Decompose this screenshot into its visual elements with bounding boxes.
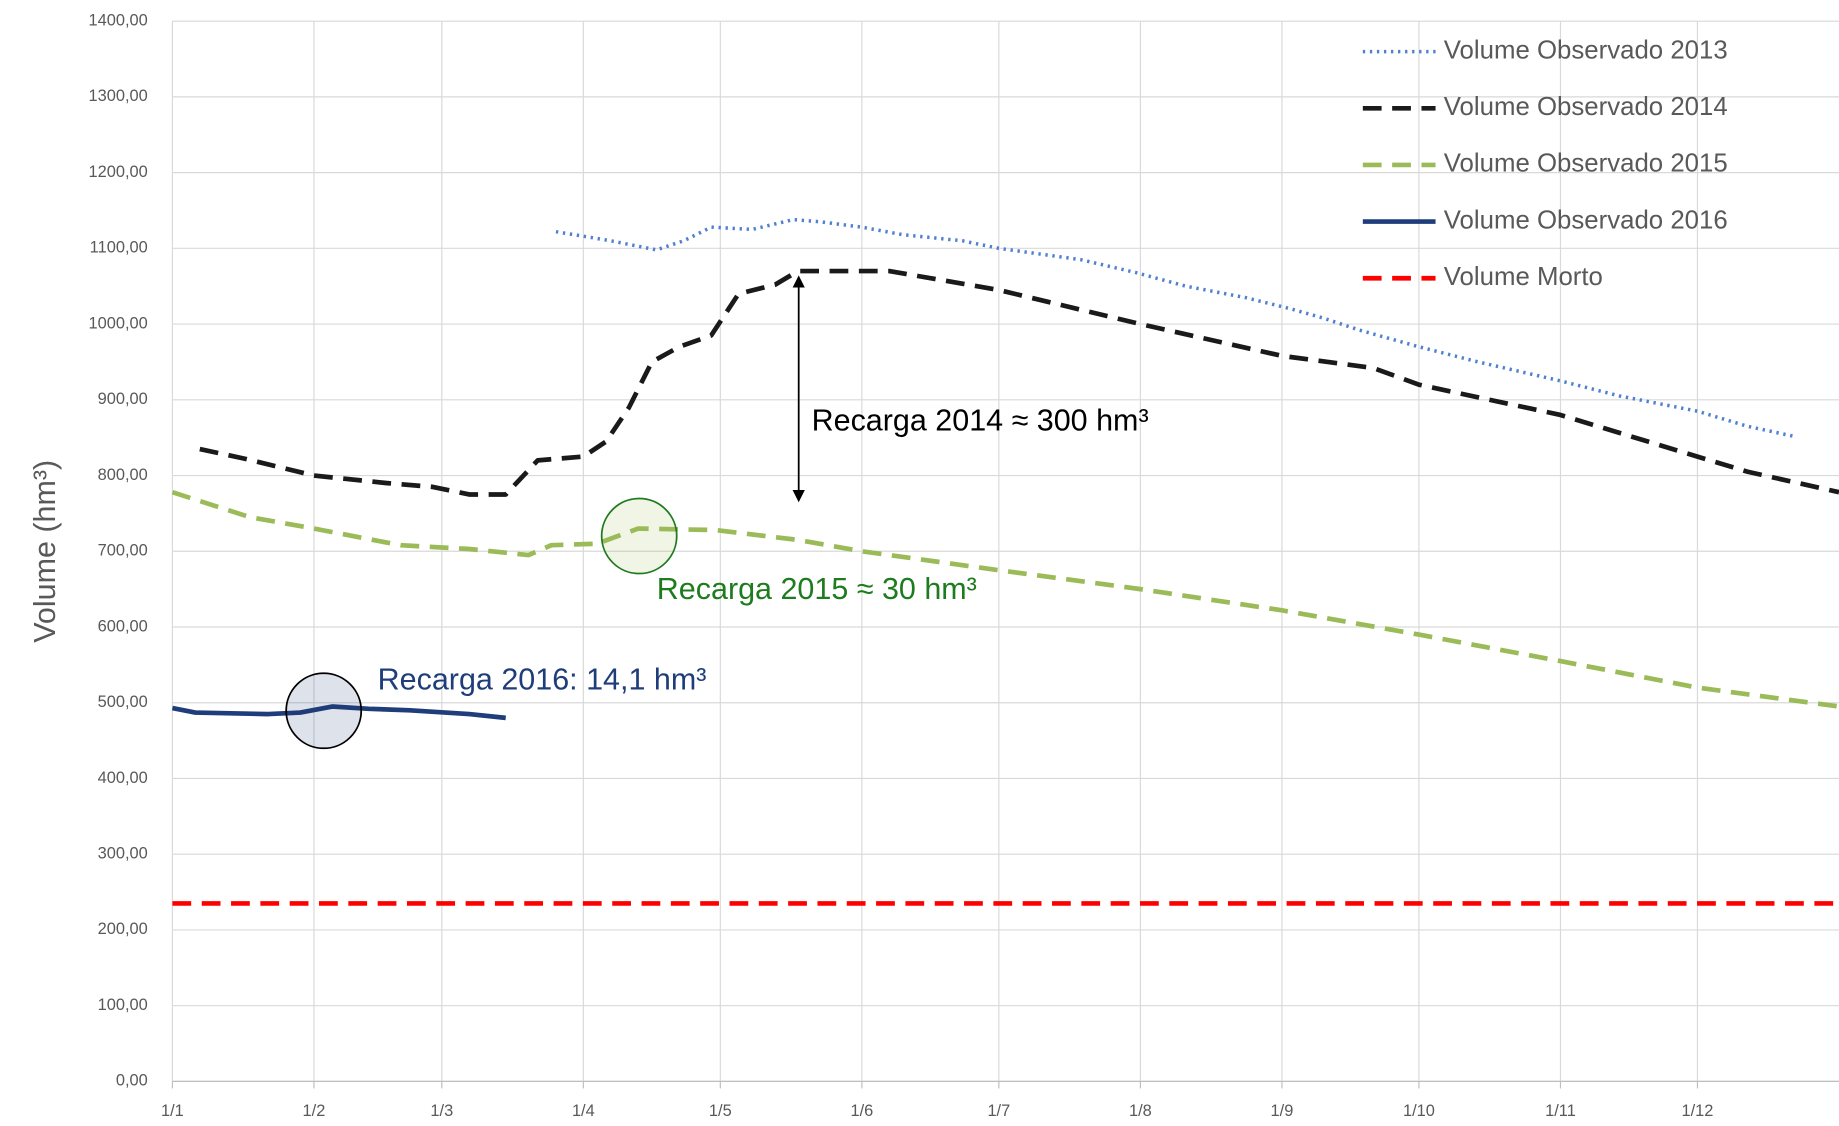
y-tick-label: 0,00 — [116, 1072, 148, 1090]
legend-label: Volume Observado 2013 — [1444, 36, 1728, 64]
y-tick-label: 600,00 — [98, 617, 148, 635]
y-tick-label: 800,00 — [98, 466, 148, 484]
legend-label: Volume Observado 2014 — [1444, 93, 1728, 121]
y-tick-label: 500,00 — [98, 693, 148, 711]
series-line — [199, 268, 1839, 497]
x-tick-label: 1/2 — [303, 1102, 326, 1120]
annotation: Recarga 2015 ≈ 30 hm³ — [657, 572, 977, 606]
legend-label: Volume Observado 2015 — [1444, 150, 1728, 178]
x-tick-label: 1/4 — [572, 1102, 595, 1120]
x-tick-label: 1/11 — [1545, 1102, 1576, 1120]
series-line — [555, 217, 1794, 438]
y-tick-label: 100,00 — [98, 996, 148, 1014]
x-tick-label: 1/12 — [1681, 1102, 1713, 1120]
y-tick-label: 900,00 — [98, 390, 148, 408]
y-tick-label: 400,00 — [98, 769, 148, 787]
y-tick-label: 1000,00 — [88, 314, 147, 332]
annotation: Recarga 2014 ≈ 300 hm³ — [812, 403, 1149, 437]
x-tick-label: 1/7 — [987, 1102, 1010, 1120]
y-tick-label: 200,00 — [98, 920, 148, 938]
series-line — [171, 704, 506, 721]
annotation: Recarga 2016: 14,1 hm³ — [378, 663, 707, 697]
x-tick-label: 1/10 — [1403, 1102, 1435, 1120]
x-tick-label: 1/5 — [709, 1102, 732, 1120]
y-tick-label: 1100,00 — [90, 239, 148, 257]
y-tick-label: 1200,00 — [88, 163, 147, 181]
y-tick-label: 1300,00 — [88, 87, 147, 105]
x-tick-label: 1/9 — [1271, 1102, 1294, 1120]
y-axis-label: Volume (hm³) — [28, 460, 62, 643]
legend-label: Volume Morto — [1444, 263, 1603, 291]
recharge-circle — [285, 672, 363, 750]
x-tick-label: 1/6 — [850, 1102, 873, 1120]
y-tick-label: 300,00 — [98, 845, 148, 863]
plot-area — [171, 217, 1839, 906]
x-tick-label: 1/8 — [1129, 1102, 1152, 1120]
series-line — [171, 489, 1839, 709]
grid: 0,00 100,00 200,00 300,00 400,00 500,00 600,00… — [88, 11, 1839, 1120]
x-tick-label: 1/3 — [430, 1102, 453, 1120]
y-tick-label: 1400,00 — [88, 11, 147, 29]
legend-label: Volume Observado 2016 — [1444, 206, 1728, 234]
legend: Volume Observado 2013 Volume Observado 20… — [1362, 36, 1728, 291]
y-tick-label: 700,00 — [98, 542, 148, 560]
recharge-circle — [600, 497, 678, 575]
x-tick-label: 1/1 — [161, 1102, 184, 1120]
